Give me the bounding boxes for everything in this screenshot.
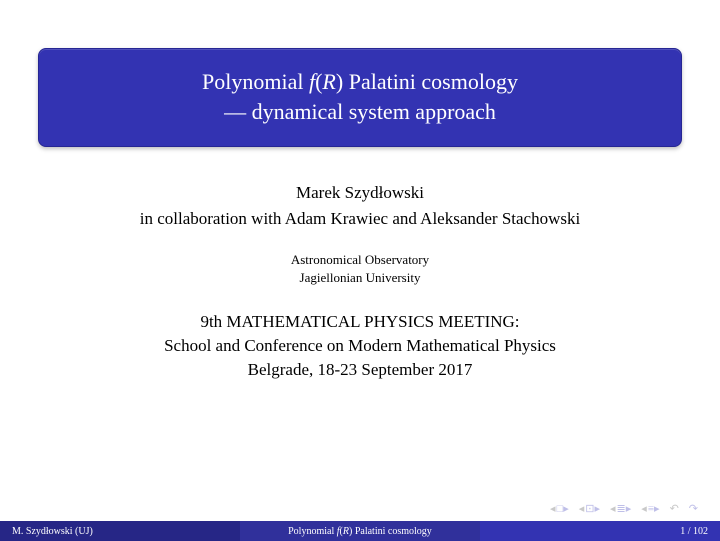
footer-mid: Polynomial f(R) Palatini cosmology [240, 521, 480, 541]
affiliation: Astronomical Observatory Jagiellonian Un… [28, 251, 692, 286]
meeting-line-2: School and Conference on Modern Mathemat… [28, 336, 692, 356]
author-collab: in collaboration with Adam Krawiec and A… [28, 209, 692, 229]
footer-page-number: 1 / 102 [680, 526, 708, 537]
nav-back-icon[interactable]: ↶ [670, 502, 679, 515]
footer-author: M. Szydłowski (UJ) [12, 526, 93, 537]
title-line-1: Polynomial f(R) Palatini cosmology [59, 67, 661, 97]
slide-container: Polynomial f(R) Palatini cosmology — dyn… [0, 0, 720, 541]
nav-forward-icon[interactable]: ↷ [689, 502, 698, 515]
title-text-post: Palatini cosmology [343, 69, 518, 94]
footer-bar: M. Szydłowski (UJ) Polynomial f(R) Palat… [0, 521, 720, 541]
affil-line-1: Astronomical Observatory [28, 251, 692, 269]
title-line-2: — dynamical system approach [59, 97, 661, 127]
footer-title: Polynomial f(R) Palatini cosmology [288, 526, 432, 537]
title-R: R [322, 69, 335, 94]
title-text-pre: Polynomial [202, 69, 309, 94]
slide-content: Marek Szydłowski in collaboration with A… [28, 147, 692, 541]
meeting-line-3: Belgrade, 18-23 September 2017 [28, 360, 692, 380]
nav-section-icon[interactable]: ◂⊡▸ [579, 502, 600, 515]
nav-first-icon[interactable]: ◂□▸ [550, 502, 569, 515]
nav-frame-icon[interactable]: ◂≡▸ [641, 502, 659, 515]
affil-line-2: Jagiellonian University [28, 269, 692, 287]
meeting-line-1: 9th MATHEMATICAL PHYSICS MEETING: [28, 312, 692, 332]
nav-subsection-icon[interactable]: ◂≣▸ [610, 502, 631, 515]
author-main: Marek Szydłowski [28, 183, 692, 203]
title-block: Polynomial f(R) Palatini cosmology — dyn… [38, 48, 682, 147]
footer-right: 1 / 102 [480, 521, 720, 541]
beamer-nav-icons: ◂□▸ ◂⊡▸ ◂≣▸ ◂≡▸ ↶ ↷ [550, 502, 698, 515]
footer-left: M. Szydłowski (UJ) [0, 521, 240, 541]
